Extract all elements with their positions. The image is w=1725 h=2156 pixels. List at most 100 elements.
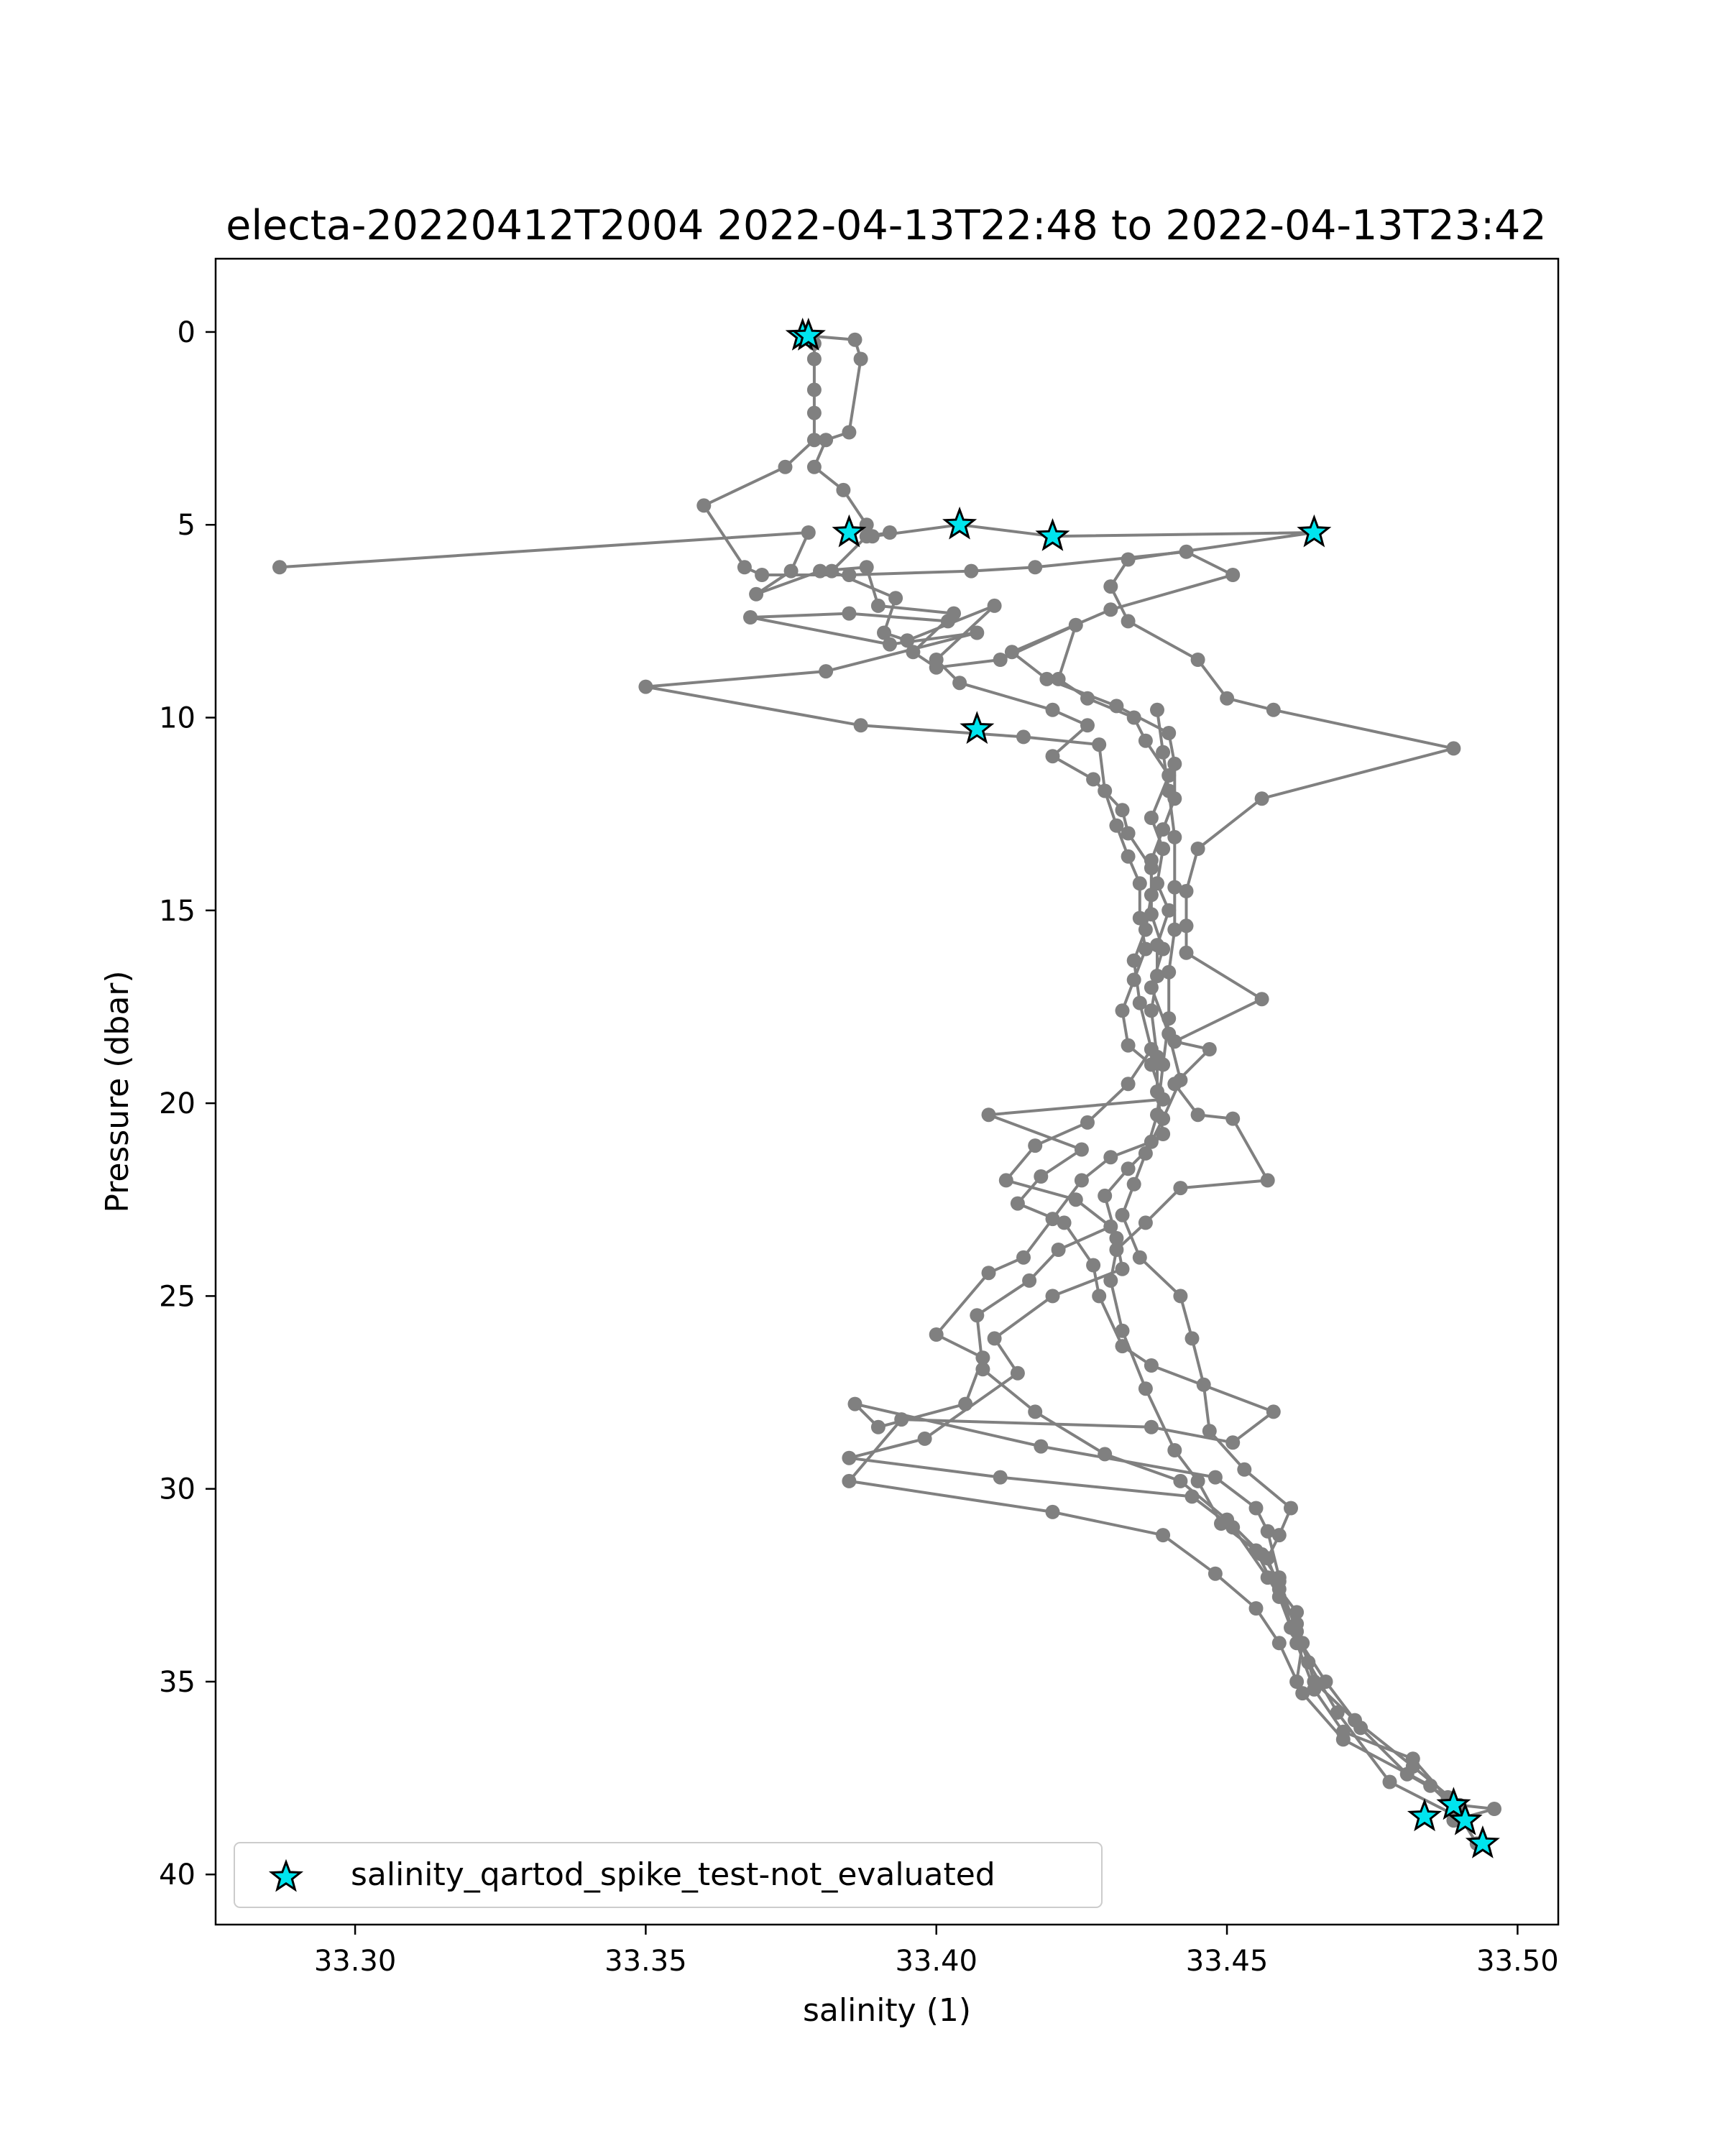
data-point <box>1179 544 1194 559</box>
data-point <box>1068 1192 1083 1207</box>
y-tick-label: 15 <box>159 895 196 928</box>
x-tick-label: 33.50 <box>1476 1945 1559 1978</box>
flagged-star-marker <box>1297 514 1332 548</box>
data-point <box>1284 1501 1298 1516</box>
data-point <box>1126 1176 1141 1192</box>
data-point <box>1115 1323 1130 1338</box>
data-point <box>842 1473 857 1488</box>
data-point <box>883 637 897 652</box>
data-point <box>1068 617 1083 632</box>
data-point <box>929 660 944 675</box>
flagged-star-marker <box>1448 1802 1483 1835</box>
data-point <box>842 1450 857 1465</box>
data-point <box>1121 826 1136 841</box>
data-point <box>1132 911 1147 926</box>
data-point <box>1190 1107 1205 1123</box>
data-point <box>853 718 868 733</box>
data-point <box>1156 1057 1171 1072</box>
data-point <box>1080 718 1095 733</box>
data-point <box>806 382 822 397</box>
data-point <box>900 633 915 648</box>
data-point <box>929 1327 944 1342</box>
data-point <box>1260 1173 1275 1188</box>
data-point <box>1173 1289 1188 1304</box>
flagged-star-marker <box>1465 1825 1500 1858</box>
series-5 <box>638 606 1467 1820</box>
data-point <box>1028 560 1043 575</box>
data-point <box>1335 1732 1351 1747</box>
data-point <box>970 625 985 640</box>
data-point <box>998 1173 1013 1188</box>
data-point <box>1225 1111 1241 1126</box>
data-point <box>1115 803 1130 818</box>
data-point <box>877 625 891 640</box>
legend-star-marker <box>268 1858 304 1892</box>
x-tick-label: 33.30 <box>314 1945 397 1978</box>
x-tick-label: 33.35 <box>604 1945 687 1978</box>
data-point <box>1190 653 1205 667</box>
data-point <box>1179 884 1194 898</box>
data-point <box>870 1419 886 1434</box>
data-point <box>987 598 1002 613</box>
data-point <box>1115 1261 1130 1276</box>
data-point <box>1382 1774 1397 1789</box>
y-tick-label: 25 <box>159 1280 196 1313</box>
data-point <box>1237 1462 1252 1477</box>
data-point <box>1109 818 1124 833</box>
data-point <box>1156 1127 1171 1141</box>
data-point <box>1028 1138 1043 1153</box>
data-point <box>1092 737 1107 752</box>
data-point <box>783 563 799 579</box>
data-point <box>1045 749 1060 764</box>
plot-area <box>216 259 1558 1925</box>
data-point <box>1144 1419 1159 1434</box>
data-point <box>1162 783 1177 798</box>
data-point <box>749 586 764 602</box>
data-point <box>1271 1636 1287 1651</box>
legend-label: salinity_qartod_spike_test-not_evaluated <box>351 1856 995 1893</box>
data-point <box>1138 1381 1153 1396</box>
data-point <box>1150 702 1164 717</box>
data-point <box>1051 1243 1066 1257</box>
data-point <box>1173 1181 1188 1196</box>
data-point <box>1173 1072 1188 1087</box>
data-point <box>1132 995 1147 1010</box>
data-point <box>1179 918 1194 934</box>
data-point <box>1156 1528 1171 1543</box>
data-point <box>1080 691 1095 706</box>
data-point <box>801 525 816 540</box>
data-point <box>1208 1566 1223 1581</box>
data-point <box>1190 842 1205 856</box>
x-tick-label: 33.45 <box>1186 1945 1269 1978</box>
data-point <box>1098 1188 1113 1203</box>
data-point <box>1092 1289 1107 1304</box>
flagged-star-marker <box>791 318 826 351</box>
data-point <box>1487 1802 1501 1816</box>
data-point <box>272 560 287 575</box>
y-tick-label: 40 <box>159 1858 196 1892</box>
data-point <box>1144 1057 1159 1072</box>
data-point <box>1260 1551 1275 1566</box>
data-point <box>1045 702 1060 717</box>
data-point <box>1080 1115 1095 1130</box>
data-point <box>1098 783 1113 798</box>
data-point <box>1121 1077 1136 1092</box>
data-point <box>743 610 758 625</box>
data-point <box>836 482 851 497</box>
data-point <box>813 563 827 579</box>
data-point <box>1254 992 1269 1007</box>
legend-star <box>268 1858 304 1892</box>
data-point <box>847 1396 862 1411</box>
data-point <box>1179 945 1194 960</box>
data-point <box>1167 756 1182 771</box>
data-point <box>1016 1250 1031 1265</box>
data-point <box>1167 880 1182 895</box>
data-point <box>1348 1713 1362 1728</box>
data-point <box>1220 691 1235 706</box>
data-point <box>806 459 822 474</box>
data-point <box>819 433 834 448</box>
data-point <box>737 560 752 575</box>
data-point <box>952 676 967 691</box>
data-point <box>1150 969 1164 983</box>
flagged-star-marker <box>942 506 978 540</box>
